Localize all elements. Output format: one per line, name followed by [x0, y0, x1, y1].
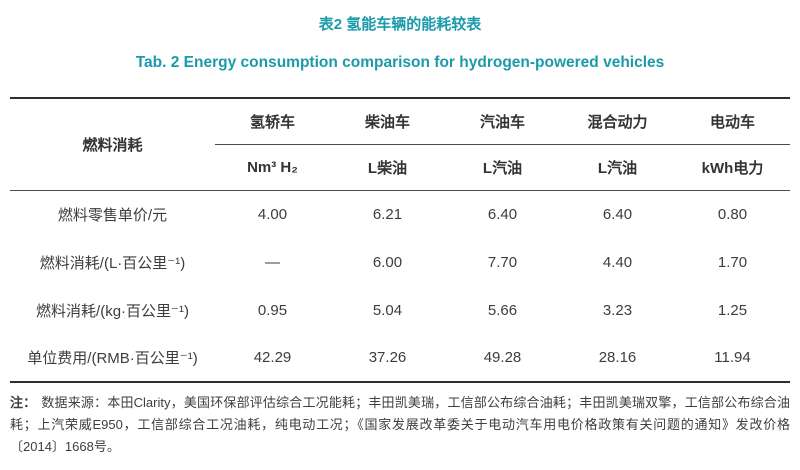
- column-header-hybrid: 混合动力: [560, 98, 675, 145]
- cell-value: 0.95: [257, 301, 288, 319]
- row-label: 燃料零售单价/元: [57, 206, 168, 224]
- cell-value: 5.04: [372, 301, 403, 319]
- cell-value: 42.29: [253, 349, 292, 366]
- cell-value: 7.70: [487, 253, 518, 271]
- cell-value: 6.21: [372, 205, 403, 223]
- footnote-text: 数据来源：本田Clarity，美国环保部评估综合工况能耗；丰田凯美瑞，工信部公布…: [10, 395, 790, 454]
- unit-header-hydrogen: Nm³ H₂: [215, 144, 330, 191]
- column-header-hydrogen-car: 氢轿车: [215, 98, 330, 145]
- unit-header-diesel: L柴油: [330, 144, 445, 191]
- cell-value: 37.26: [368, 349, 407, 366]
- cell-value: 4.40: [602, 253, 633, 271]
- table-row-retail-price: 燃料零售单价/元 4.00 6.21 6.40 6.40 0.80: [10, 190, 790, 238]
- header-row-units: Nm³ H₂ L柴油 L汽油 L汽油 kWh电力: [10, 144, 790, 191]
- footnote-prefix: 注：: [10, 395, 37, 410]
- column-header-diesel-car: 柴油车: [330, 98, 445, 145]
- cell-value: 6.40: [602, 205, 633, 223]
- unit-header-gasoline: L汽油: [445, 144, 560, 191]
- unit-header-hybrid: L汽油: [560, 144, 675, 191]
- unit-header-electric: kWh电力: [675, 144, 790, 191]
- header-row-vehicles: 燃料消耗 氢轿车 柴油车 汽油车 混合动力 电动车: [10, 98, 790, 191]
- energy-comparison-table: 燃料消耗 氢轿车 柴油车 汽油车 混合动力 电动车 Nm³ H₂ L柴油 L汽油…: [10, 97, 790, 383]
- cell-value: 6.00: [372, 253, 403, 271]
- table-row-fuel-consumption-liters: 燃料消耗/(L·百公里⁻¹) — 6.00 7.70 4.40 1.70: [10, 238, 790, 286]
- table-row-fuel-consumption-kg: 燃料消耗/(kg·百公里⁻¹) 0.95 5.04 5.66 3.23 1.25: [10, 286, 790, 334]
- cell-value: 28.16: [598, 349, 637, 366]
- cell-value: —: [265, 253, 280, 271]
- table-title-en: Tab. 2 Energy consumption comparison for…: [135, 54, 665, 71]
- footnote: 注： 数据来源：本田Clarity，美国环保部评估综合工况能耗；丰田凯美瑞，工信部…: [10, 392, 790, 458]
- row-label: 单位费用/(RMB·百公里⁻¹): [27, 350, 198, 367]
- row-label: 燃料消耗/(L·百公里⁻¹): [39, 254, 186, 272]
- column-header-electric-car: 电动车: [675, 98, 790, 145]
- cell-value: 49.28: [483, 349, 522, 366]
- corner-header-fuel-consumption: 燃料消耗: [10, 98, 215, 191]
- cell-value: 1.70: [717, 253, 748, 271]
- table-title-zh: 表2 氢能车辆的能耗较表: [318, 16, 482, 33]
- row-label: 燃料消耗/(kg·百公里⁻¹): [36, 302, 189, 320]
- cell-value: 5.66: [487, 301, 518, 319]
- cell-value: 6.40: [487, 205, 518, 223]
- column-header-gasoline-car: 汽油车: [445, 98, 560, 145]
- cell-value: 4.00: [257, 205, 288, 223]
- cell-value: 0.80: [717, 205, 748, 223]
- cell-value: 11.94: [714, 349, 751, 366]
- cell-value: 3.23: [602, 301, 633, 319]
- cell-value: 1.25: [717, 301, 748, 319]
- table-row-unit-cost: 单位费用/(RMB·百公里⁻¹) 42.29 37.26 49.28 28.16…: [10, 334, 790, 382]
